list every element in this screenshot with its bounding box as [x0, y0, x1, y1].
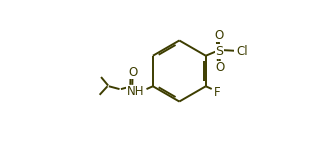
Text: O: O — [215, 61, 225, 74]
Text: F: F — [214, 85, 221, 99]
Text: O: O — [214, 29, 223, 42]
Text: S: S — [215, 45, 223, 58]
Text: NH: NH — [127, 85, 144, 98]
Text: Cl: Cl — [236, 45, 248, 59]
Text: O: O — [128, 66, 137, 79]
